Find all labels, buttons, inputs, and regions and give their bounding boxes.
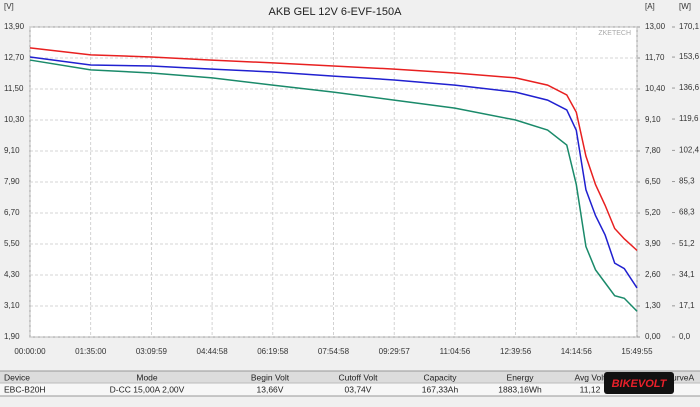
y3-axis-unit: [W]: [679, 2, 691, 11]
y-tick-label: 7,90: [4, 177, 20, 186]
table-row-band: [0, 383, 700, 396]
x-tick-label: 14:14:56: [561, 347, 593, 356]
table-cell: 167,33Ah: [422, 384, 459, 394]
table-header-band: [0, 371, 700, 383]
y3-tick-label: 153,6: [679, 52, 700, 61]
y-tick-label: 6,70: [4, 208, 20, 217]
logo: BIKEVOLT: [612, 378, 668, 390]
x-tick-label: 15:49:55: [621, 347, 653, 356]
series-line: [29, 56, 638, 289]
series-line: [29, 59, 638, 312]
y2-tick-label: 13,00: [645, 22, 666, 31]
table-cell: 13,66V: [257, 384, 284, 394]
logo-badge: [604, 372, 674, 394]
y-tick-label: 1,90: [4, 332, 20, 341]
y2-tick-label: 1,30: [645, 301, 661, 310]
y-tick-label: 10,30: [4, 115, 25, 124]
table-header-cell: Avg Volt: [574, 372, 606, 382]
y3-tick-label: 68,3: [679, 208, 695, 217]
y3-tick-label: 17,1: [679, 301, 695, 310]
x-tick-label: 09:29:57: [379, 347, 411, 356]
table-header-cell: Begin Volt: [251, 372, 290, 382]
y3-tick-label: 34,1: [679, 270, 695, 279]
table-cell: 11,12: [580, 384, 601, 394]
x-tick-label: 11:04:56: [440, 347, 471, 356]
x-tick-label: 03:09:59: [136, 347, 168, 356]
y-tick-label: 13,90: [4, 22, 25, 31]
table-cell: EBC-B20H: [4, 384, 46, 394]
y3-tick-label: 119,6: [679, 114, 699, 123]
series-line: [29, 47, 638, 252]
y3-tick-label: 170,1: [679, 22, 700, 31]
y-tick-label: 11,50: [4, 84, 24, 93]
y-tick-label: 4,30: [4, 270, 20, 279]
y2-tick-label: 6,50: [645, 177, 661, 186]
table-header-cell: Cutoff Volt: [338, 372, 378, 382]
y3-tick-label: 0,0: [679, 332, 691, 341]
table-cell: 1883,16Wh: [498, 384, 542, 394]
y2-axis-unit: [A]: [645, 2, 655, 11]
y2-tick-label: 9,10: [645, 115, 661, 124]
y2-tick-label: 5,20: [645, 208, 661, 217]
x-tick-label: 00:00:00: [14, 347, 46, 356]
table-header-cell: Energy: [507, 372, 535, 382]
table-header-cell: Device: [4, 372, 30, 382]
y2-tick-label: 2,60: [645, 270, 661, 279]
y2-tick-label: 10,40: [645, 84, 666, 93]
x-tick-label: 06:19:58: [257, 347, 289, 356]
y3-tick-label: 85,3: [679, 177, 695, 186]
y-axis-unit: [V]: [4, 2, 14, 11]
y2-tick-label: 7,80: [645, 146, 661, 155]
x-tick-label: 07:54:58: [318, 347, 350, 356]
table-header-cell: CurveA: [666, 372, 695, 382]
table-header-cell: Capacity: [423, 372, 457, 382]
x-tick-label: 12:39:56: [500, 347, 532, 356]
y-tick-label: 3,10: [4, 301, 20, 310]
x-tick-label: 01:35:00: [75, 347, 107, 356]
y-tick-label: 5,50: [4, 239, 20, 248]
y-tick-label: 12,70: [4, 53, 25, 62]
y2-tick-label: 3,90: [645, 239, 661, 248]
y3-tick-label: 51,2: [679, 239, 695, 248]
y2-tick-label: 0,00: [645, 332, 661, 341]
watermark: ZKETECH: [598, 30, 631, 37]
y-tick-label: 9,10: [4, 146, 20, 155]
y2-tick-label: 11,70: [645, 53, 665, 62]
y3-tick-label: 136,6: [679, 83, 700, 92]
table-cell: D-CC 15,00A 2,00V: [110, 384, 185, 394]
table-header-cell: Mode: [136, 372, 158, 382]
x-tick-label: 04:44:58: [197, 347, 229, 356]
table-cell: 03,74V: [345, 384, 372, 394]
y3-tick-label: 102,4: [679, 145, 700, 154]
chart-title: AKB GEL 12V 6-EVF-150A: [269, 6, 403, 18]
